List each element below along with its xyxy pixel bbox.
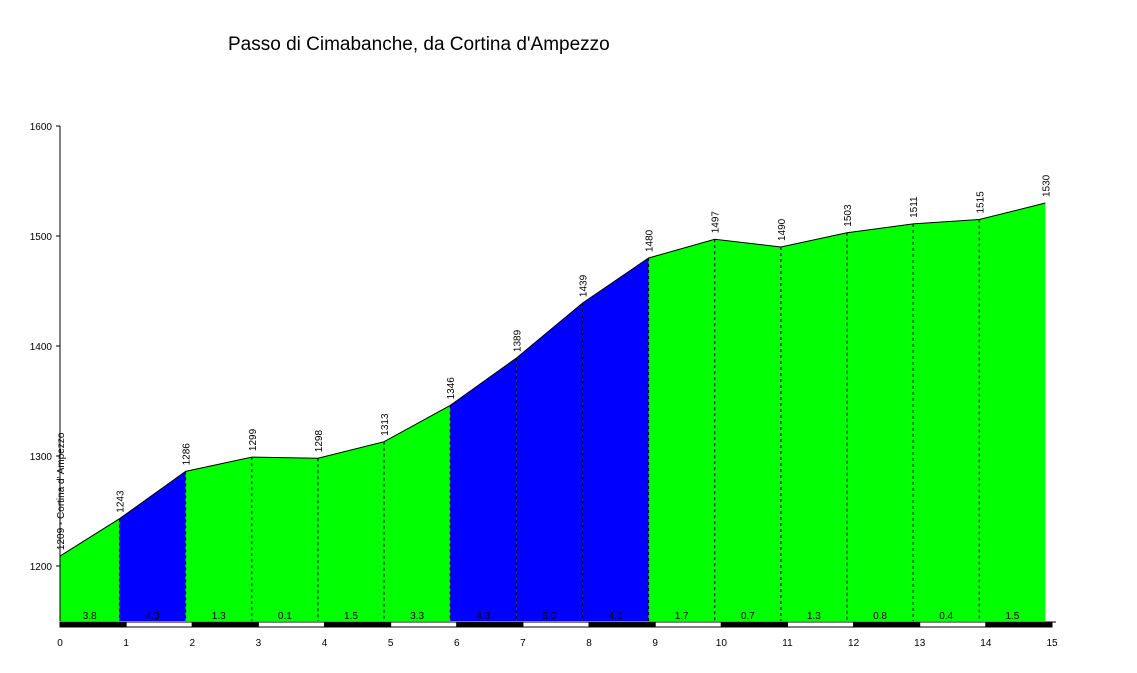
x-tick-label: 14 [980,638,992,649]
profile-segment [384,405,451,621]
profile-segment [185,457,252,621]
profile-segment [251,457,318,621]
elevation-label: 1530 [1041,174,1052,197]
x-tick-label: 9 [652,638,658,649]
x-tick-label: 8 [586,638,592,649]
segment-gradient-label: 3.8 [83,611,97,622]
segment-gradient-label: 1.5 [1005,611,1019,622]
profile-segment [913,219,980,621]
profile-segment [516,303,583,621]
profile-segment [317,441,385,621]
x-tick-label: 2 [189,638,195,649]
elevation-label: 1313 [380,413,391,436]
scale-bar-block [654,621,722,628]
x-tick-label: 11 [782,638,793,649]
segment-gradient-label: 5.0 [542,611,556,622]
elevation-label: 1298 [314,430,325,453]
profile-segment [119,471,186,621]
elevation-label: 1480 [645,229,656,252]
profile-segment [714,239,781,622]
x-tick-label: 12 [848,638,860,649]
scale-bar-block [324,621,392,628]
y-tick-label: 1200 [30,562,53,573]
elevation-label: 1286 [182,443,193,466]
profile-segment [60,518,120,621]
scale-bar-block [257,621,326,628]
x-tick-label: 0 [57,638,63,649]
elevation-label: 1346 [446,377,457,400]
elevation-label: 1497 [711,211,722,234]
segment-gradient-label: 4.3 [476,611,490,622]
chart-title: Passo di Cimabanche, da Cortina d'Ampezz… [228,34,610,55]
y-tick-label: 1400 [30,342,53,353]
scale-bar-block [191,621,259,628]
x-tick-label: 10 [716,638,728,649]
elevation-label: 1511 [909,196,920,218]
y-tick-label: 1300 [30,452,53,463]
elevation-label: 1243 [116,490,127,513]
elevation-label: 1209 - Cortina d' Ampezzo [56,432,67,550]
profile-line [59,202,1046,557]
segment-gradient-label: 1.3 [807,611,821,622]
segment-gradient-label: 1.7 [675,611,689,622]
segment-gradient-label: 0.4 [939,611,953,622]
segment-gradient-label: 4.1 [609,611,623,622]
scale-bar-block [919,621,987,628]
x-tick-label: 5 [388,638,394,649]
elevation-label: 1515 [975,191,986,214]
elevation-label: 1299 [248,428,259,451]
profile-segment [780,232,847,621]
x-tick-label: 4 [322,638,328,649]
y-tick-label: 1500 [30,232,53,243]
elevation-label: 1439 [578,274,589,297]
profile-segment [450,358,517,621]
segment-gradient-label: 0.8 [873,611,887,622]
profile-segment [979,203,1046,621]
scale-bar-block [522,621,590,628]
x-tick-label: 7 [520,638,526,649]
elevation-label: 1389 [512,329,523,352]
x-tick-label: 15 [1046,638,1058,649]
segment-gradient-label: 1.5 [344,611,358,622]
elevation-label: 1490 [777,218,788,241]
segment-gradient-label: 3.3 [410,611,424,622]
scale-bar-block [720,621,788,628]
elevation-label: 1503 [843,204,854,227]
profile-segment [648,239,715,622]
segment-gradient-label: 4.3 [146,611,160,622]
segment-gradient-label: 1.3 [212,611,226,622]
scale-bar-block [390,621,458,628]
x-tick-label: 1 [123,638,129,649]
x-tick-label: 6 [454,638,460,649]
segment-gradient-label: 0.1 [278,611,292,622]
x-tick-label: 3 [256,638,262,649]
scale-bar-block [985,621,1053,628]
scale-bar-block [588,621,656,628]
scale-bar-block [125,621,193,628]
scale-bar-block [786,621,855,628]
profile-segment [582,258,649,621]
y-tick-label: 1600 [30,122,53,133]
segment-gradient-label: 0.7 [741,611,755,622]
scale-bar-block [853,621,921,628]
scale-bar-block [456,621,524,628]
profile-segment [846,223,914,621]
scale-bar-block [59,621,127,628]
x-tick-label: 13 [914,638,926,649]
